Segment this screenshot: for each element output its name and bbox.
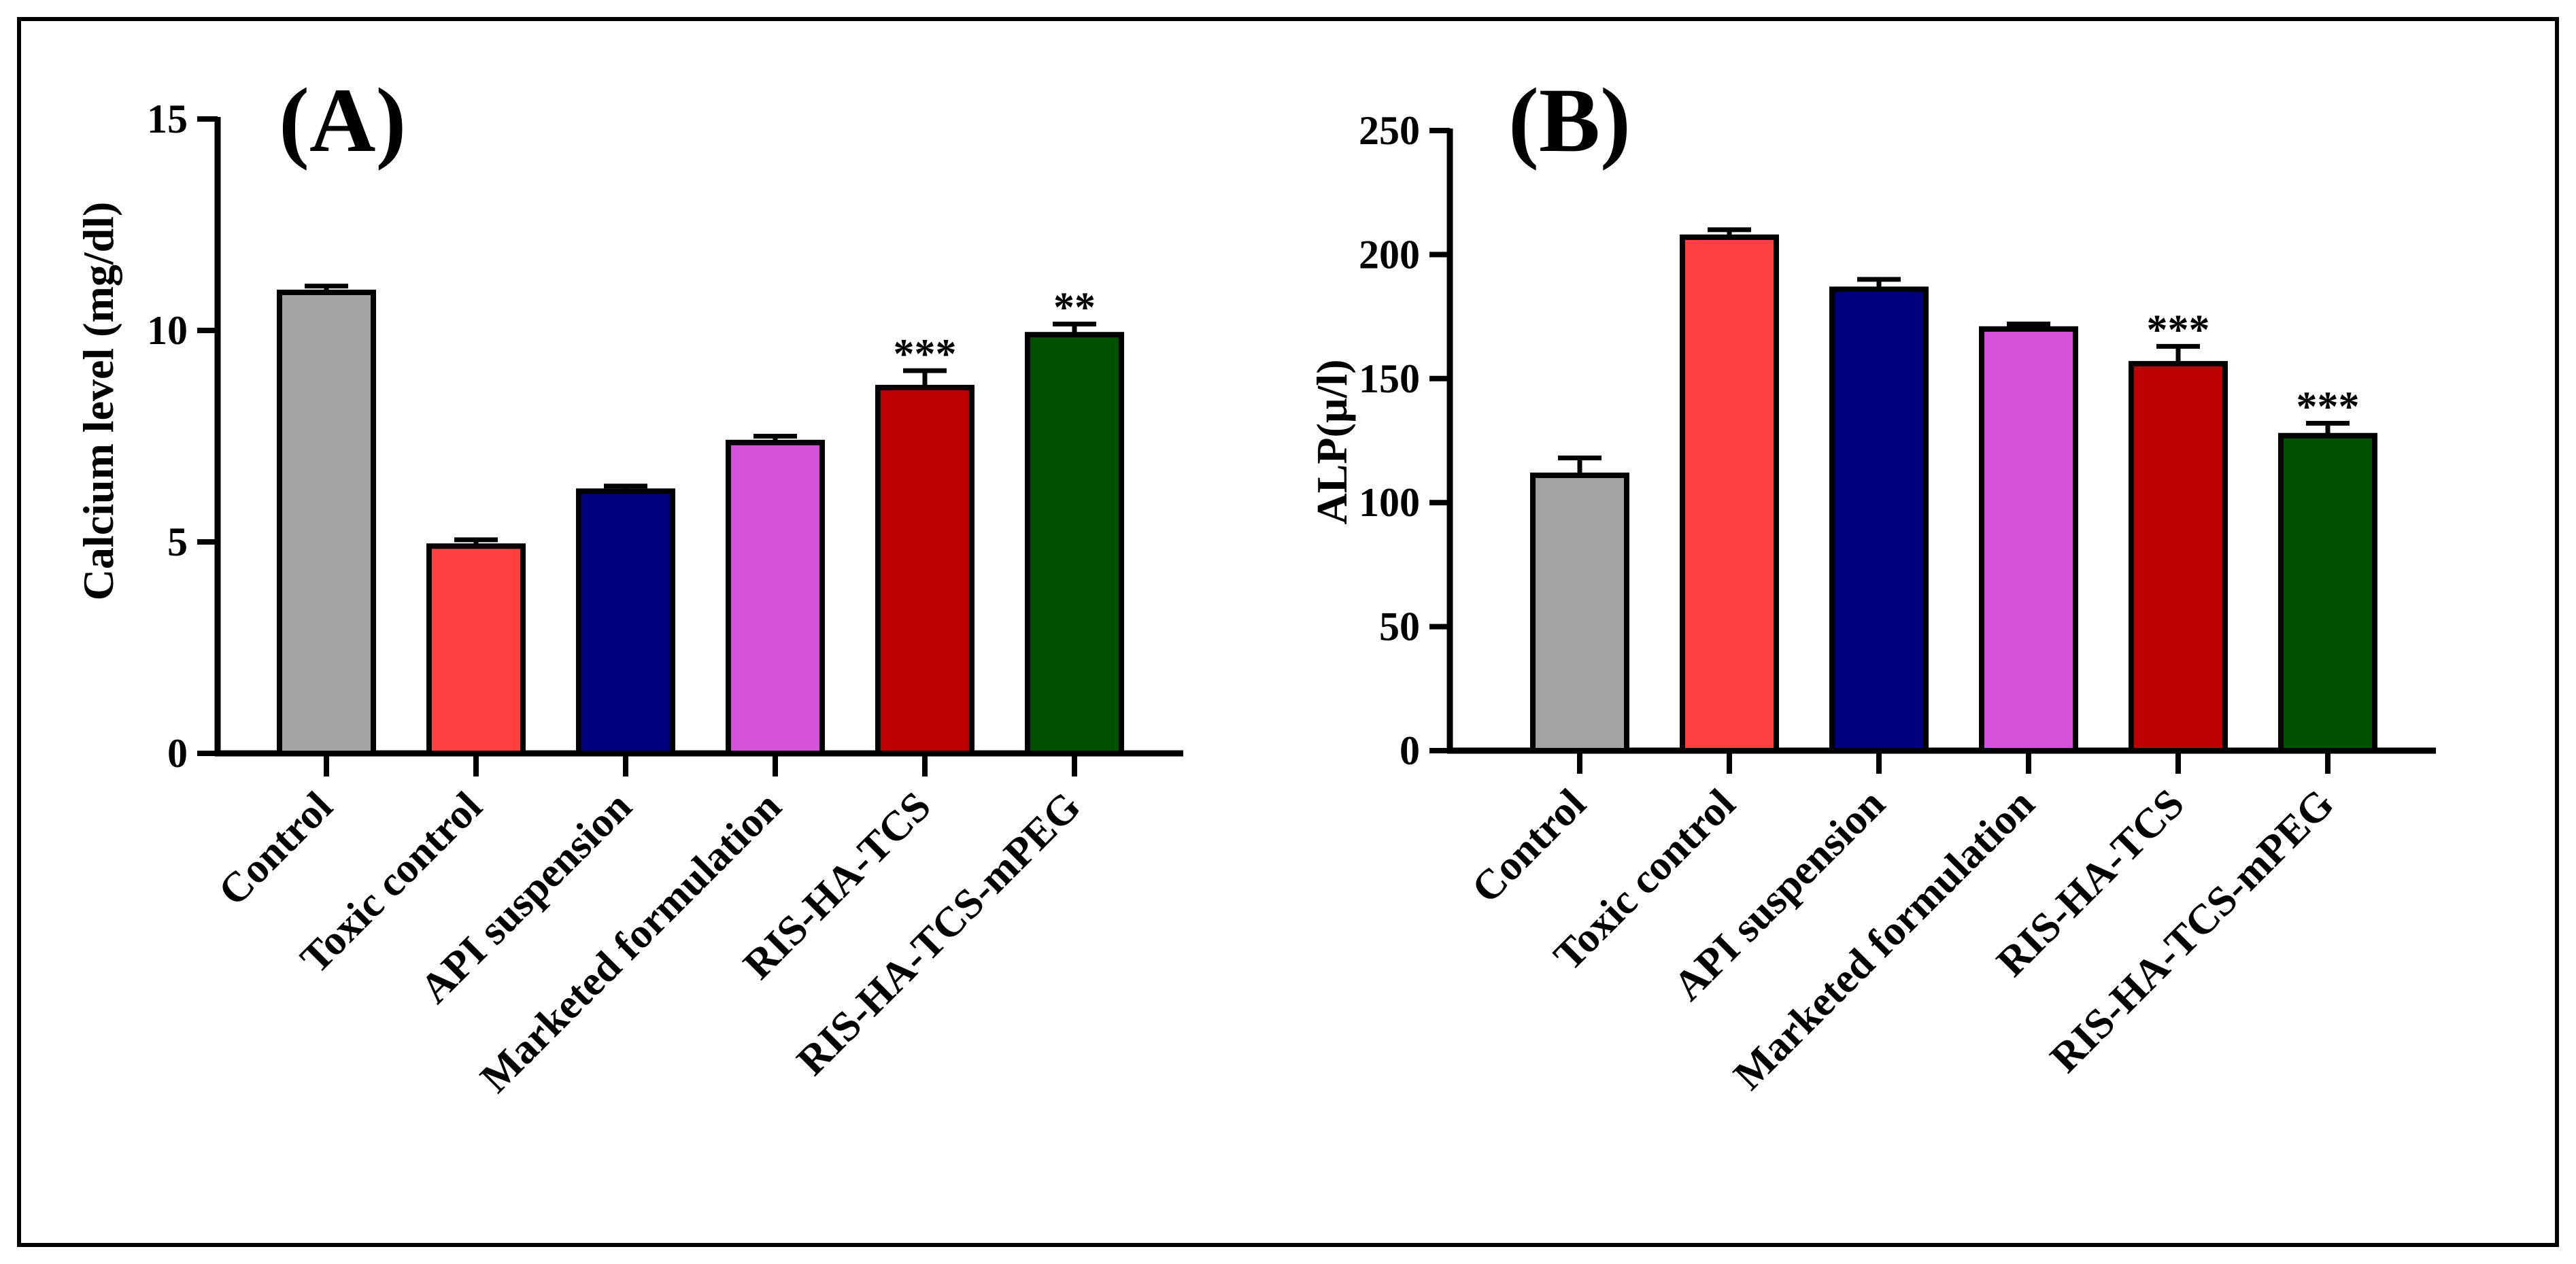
panel-a-significance-label: **: [1053, 285, 1096, 331]
panel-a-bar: [426, 543, 526, 756]
panel-b-significance-label: ***: [2147, 307, 2210, 353]
panel-a-y-tick-label: 5: [167, 519, 188, 564]
panel-b-y-tick-label: 50: [1379, 604, 1420, 649]
panel-b-bar: [2278, 432, 2377, 753]
panel-b-y-tick-label: 250: [1359, 108, 1420, 153]
panel-a-bar: [576, 488, 675, 756]
panel-a-y-tick-label: 10: [147, 308, 188, 353]
panel-b-y-tick-label: 150: [1359, 356, 1420, 401]
panel-a-y-tick-label: 15: [147, 97, 188, 141]
panel-a-y-tick-label: 0: [167, 731, 188, 776]
panel-a-label: (A): [279, 70, 406, 171]
panel-b-bar: [1530, 473, 1629, 754]
panel-b-label: (B): [1508, 70, 1631, 171]
panel-b-y-tick-label: 200: [1359, 232, 1420, 277]
panel-b-bar: [1829, 286, 1929, 753]
panel-a-significance-label: ***: [894, 331, 957, 377]
panel-a-y-axis-label: Calcium level (mg/dl): [74, 202, 122, 601]
panel-a-bar: [726, 439, 825, 757]
panel-b-significance-label: ***: [2297, 383, 2360, 430]
panel-a-bar: [277, 290, 376, 756]
panel-b-y-tick-label: 100: [1359, 480, 1420, 525]
panel-b-bar: [1680, 234, 1779, 753]
panel-a-bar: [875, 384, 975, 756]
panel-a-bar: [1025, 332, 1124, 757]
panel-b-y-axis-label: ALP(µ/l): [1308, 359, 1356, 524]
panel-b-bar: [1979, 326, 2078, 753]
panel-b-y-tick-label: 0: [1400, 728, 1420, 773]
panel-b-bar: [2129, 360, 2228, 753]
panel-a-chart: (A) Calcium level (mg/dl) 051015ControlT…: [74, 70, 1183, 1101]
